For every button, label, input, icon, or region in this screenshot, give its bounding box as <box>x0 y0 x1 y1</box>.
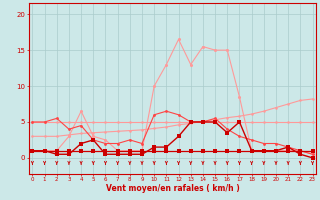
X-axis label: Vent moyen/en rafales ( km/h ): Vent moyen/en rafales ( km/h ) <box>106 184 239 193</box>
